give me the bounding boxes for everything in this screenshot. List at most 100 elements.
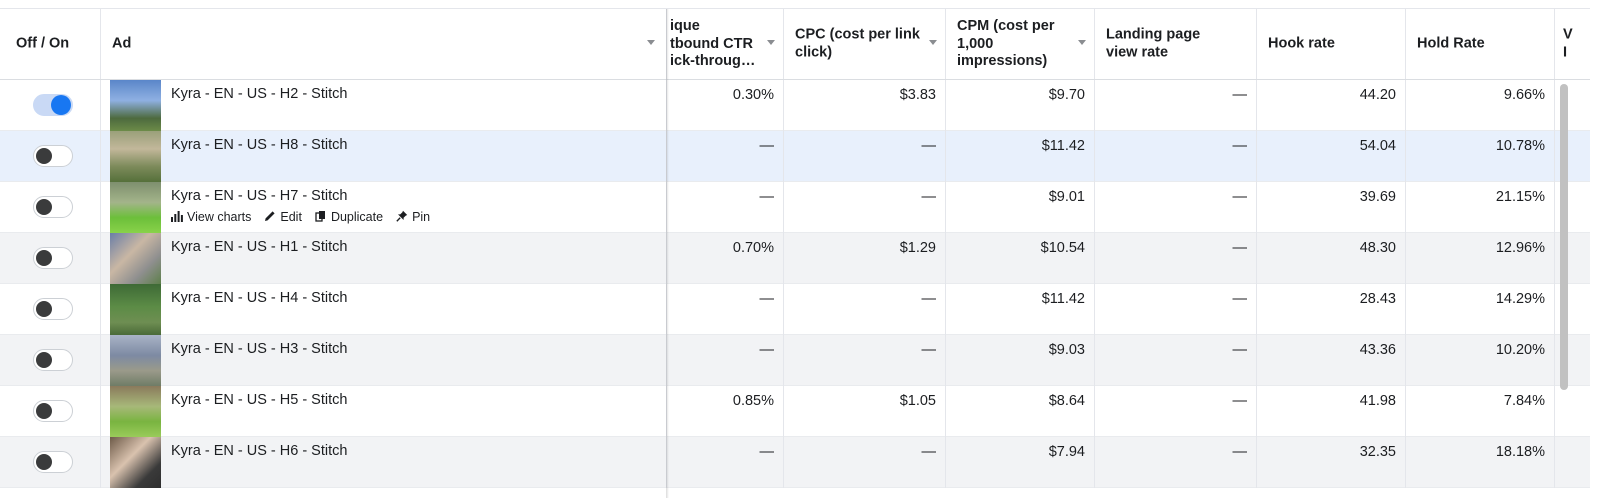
ad-thumbnail[interactable] — [110, 335, 161, 386]
metric-value: — — [1232, 240, 1248, 256]
view-charts-button[interactable]: View charts — [171, 210, 251, 224]
toggle-knob — [36, 148, 52, 164]
metric-value: 54.04 — [1359, 138, 1396, 154]
ad-thumbnail[interactable] — [110, 437, 161, 488]
metric-value: $9.70 — [1048, 87, 1085, 103]
cpc-cell: — — [784, 284, 946, 335]
hold-rate-cell: 21.15% — [1406, 182, 1555, 233]
metric-value: 7.84% — [1503, 393, 1545, 409]
clipped-cell — [1555, 437, 1590, 488]
table-row[interactable]: Kyra - EN - US - H3 - Stitch — — $9.03 — 43.3… — [0, 335, 1590, 386]
ad-thumbnail[interactable] — [110, 80, 161, 131]
duplicate-icon — [315, 211, 325, 222]
metric-value: 43.36 — [1359, 342, 1396, 358]
cpc-cell: $3.83 — [784, 80, 946, 131]
metric-value: 28.43 — [1359, 291, 1396, 307]
ad-status-toggle[interactable] — [33, 400, 73, 422]
table-row[interactable]: Kyra - EN - US - H5 - Stitch 0.85% $1.05 $8… — [0, 386, 1590, 437]
metric-value: 18.18% — [1495, 444, 1545, 460]
lpv-rate-cell: — — [1095, 386, 1257, 437]
toggle-cell — [0, 233, 101, 284]
toggle-knob — [36, 352, 52, 368]
column-header-cpm[interactable]: CPM (cost per 1,000 impressions) — [946, 9, 1095, 79]
table-row[interactable]: Kyra - EN - US - H7 - Stitch View charts E… — [0, 182, 1590, 233]
column-header-landing-page-view-rate[interactable]: Landing page view rate — [1095, 9, 1257, 79]
column-header-hold-rate[interactable]: Hold Rate — [1406, 9, 1555, 79]
column-header-ad[interactable]: Ad — [101, 9, 667, 79]
column-header-hook-rate[interactable]: Hook rate — [1257, 9, 1406, 79]
ad-name-link[interactable]: Kyra - EN - US - H4 - Stitch — [171, 290, 348, 306]
vertical-scrollbar[interactable] — [1560, 84, 1568, 390]
table-row[interactable]: Kyra - EN - US - H2 - Stitch 0.30% $3.83 $9… — [0, 80, 1590, 131]
cpc-cell: — — [784, 437, 946, 488]
sort-arrow-icon[interactable] — [929, 40, 937, 45]
ad-name-link[interactable]: Kyra - EN - US - H3 - Stitch — [171, 341, 348, 357]
column-header-label: ique tbound CTR ick-throug… — [670, 17, 756, 69]
ad-name-cell: Kyra - EN - US - H8 - Stitch — [101, 131, 667, 182]
metric-value: $10.54 — [1040, 240, 1085, 256]
metric-value: — — [921, 189, 937, 205]
ad-name-link[interactable]: Kyra - EN - US - H2 - Stitch — [171, 86, 348, 102]
table-header: Off / On Ad ique tbound CTR ick-throug… … — [0, 9, 1590, 80]
cpm-cell: $8.64 — [946, 386, 1095, 437]
pin-button[interactable]: Pin — [396, 210, 430, 224]
metric-value: $8.64 — [1048, 393, 1085, 409]
metric-value: 14.29% — [1495, 291, 1545, 307]
column-header-unique-ctr[interactable]: ique tbound CTR ick-throug… — [667, 9, 784, 79]
ad-thumbnail[interactable] — [110, 131, 161, 182]
edit-label: Edit — [280, 210, 302, 224]
sort-arrow-icon[interactable] — [767, 40, 775, 45]
metric-value: — — [1232, 342, 1248, 358]
ad-name-link[interactable]: Kyra - EN - US - H5 - Stitch — [171, 392, 348, 408]
table-row[interactable]: Kyra - EN - US - H8 - Stitch — — $11.42 — 54.… — [0, 131, 1590, 182]
metric-value: 32.35 — [1359, 444, 1396, 460]
cpc-cell: — — [784, 335, 946, 386]
pin-label: Pin — [412, 210, 431, 224]
metric-value: — — [921, 138, 937, 154]
edit-button[interactable]: Edit — [264, 210, 302, 224]
table-top-border — [0, 0, 1590, 9]
ad-name-link[interactable]: Kyra - EN - US - H6 - Stitch — [171, 443, 348, 459]
ad-status-toggle[interactable] — [33, 247, 73, 269]
ad-name-link[interactable]: Kyra - EN - US - H7 - Stitch — [171, 188, 348, 204]
ad-status-toggle[interactable] — [33, 298, 73, 320]
clipped-cell — [1555, 386, 1590, 437]
ad-name-link[interactable]: Kyra - EN - US - H1 - Stitch — [171, 239, 348, 255]
ad-status-toggle[interactable] — [33, 349, 73, 371]
ad-status-toggle[interactable] — [33, 145, 73, 167]
lpv-rate-cell: — — [1095, 284, 1257, 335]
metric-value: 48.30 — [1359, 240, 1396, 256]
ad-thumbnail[interactable] — [110, 182, 161, 233]
table-row[interactable]: Kyra - EN - US - H6 - Stitch — — $7.94 — 32.3… — [0, 437, 1590, 488]
column-header-cpc[interactable]: CPC (cost per link click) — [784, 9, 946, 79]
metric-value: — — [1232, 393, 1248, 409]
table-row[interactable]: Kyra - EN - US - H1 - Stitch 0.70% $1.29 $1… — [0, 233, 1590, 284]
metric-value: — — [759, 189, 775, 205]
bar-chart-icon — [171, 211, 183, 222]
toggle-cell — [0, 80, 101, 131]
ad-thumbnail[interactable] — [110, 284, 161, 335]
ad-thumbnail[interactable] — [110, 233, 161, 284]
column-header-clipped[interactable]: V I — [1555, 9, 1590, 79]
ad-status-toggle[interactable] — [33, 451, 73, 473]
table-row[interactable]: Kyra - EN - US - H4 - Stitch — — $11.42 — 28.… — [0, 284, 1590, 335]
ad-status-toggle[interactable] — [33, 94, 73, 116]
sort-arrow-icon[interactable] — [1078, 40, 1086, 45]
metric-value: — — [1232, 87, 1248, 103]
row-actions: View charts Edit Duplicate Pin — [171, 210, 443, 224]
cpm-cell: $11.42 — [946, 131, 1095, 182]
column-header-label: Ad — [112, 35, 132, 52]
ad-name-link[interactable]: Kyra - EN - US - H8 - Stitch — [171, 137, 348, 153]
lpv-rate-cell: — — [1095, 335, 1257, 386]
hook-rate-cell: 39.69 — [1257, 182, 1406, 233]
ad-thumbnail[interactable] — [110, 386, 161, 437]
metric-value: — — [1232, 189, 1248, 205]
hook-rate-cell: 32.35 — [1257, 437, 1406, 488]
metric-value: — — [759, 342, 775, 358]
duplicate-label: Duplicate — [330, 210, 384, 224]
sort-arrow-icon[interactable] — [647, 40, 655, 45]
metric-value: $11.42 — [1041, 291, 1085, 307]
unique-ctr-cell: 0.85% — [667, 386, 784, 437]
duplicate-button[interactable]: Duplicate — [315, 210, 383, 224]
ad-status-toggle[interactable] — [33, 196, 73, 218]
